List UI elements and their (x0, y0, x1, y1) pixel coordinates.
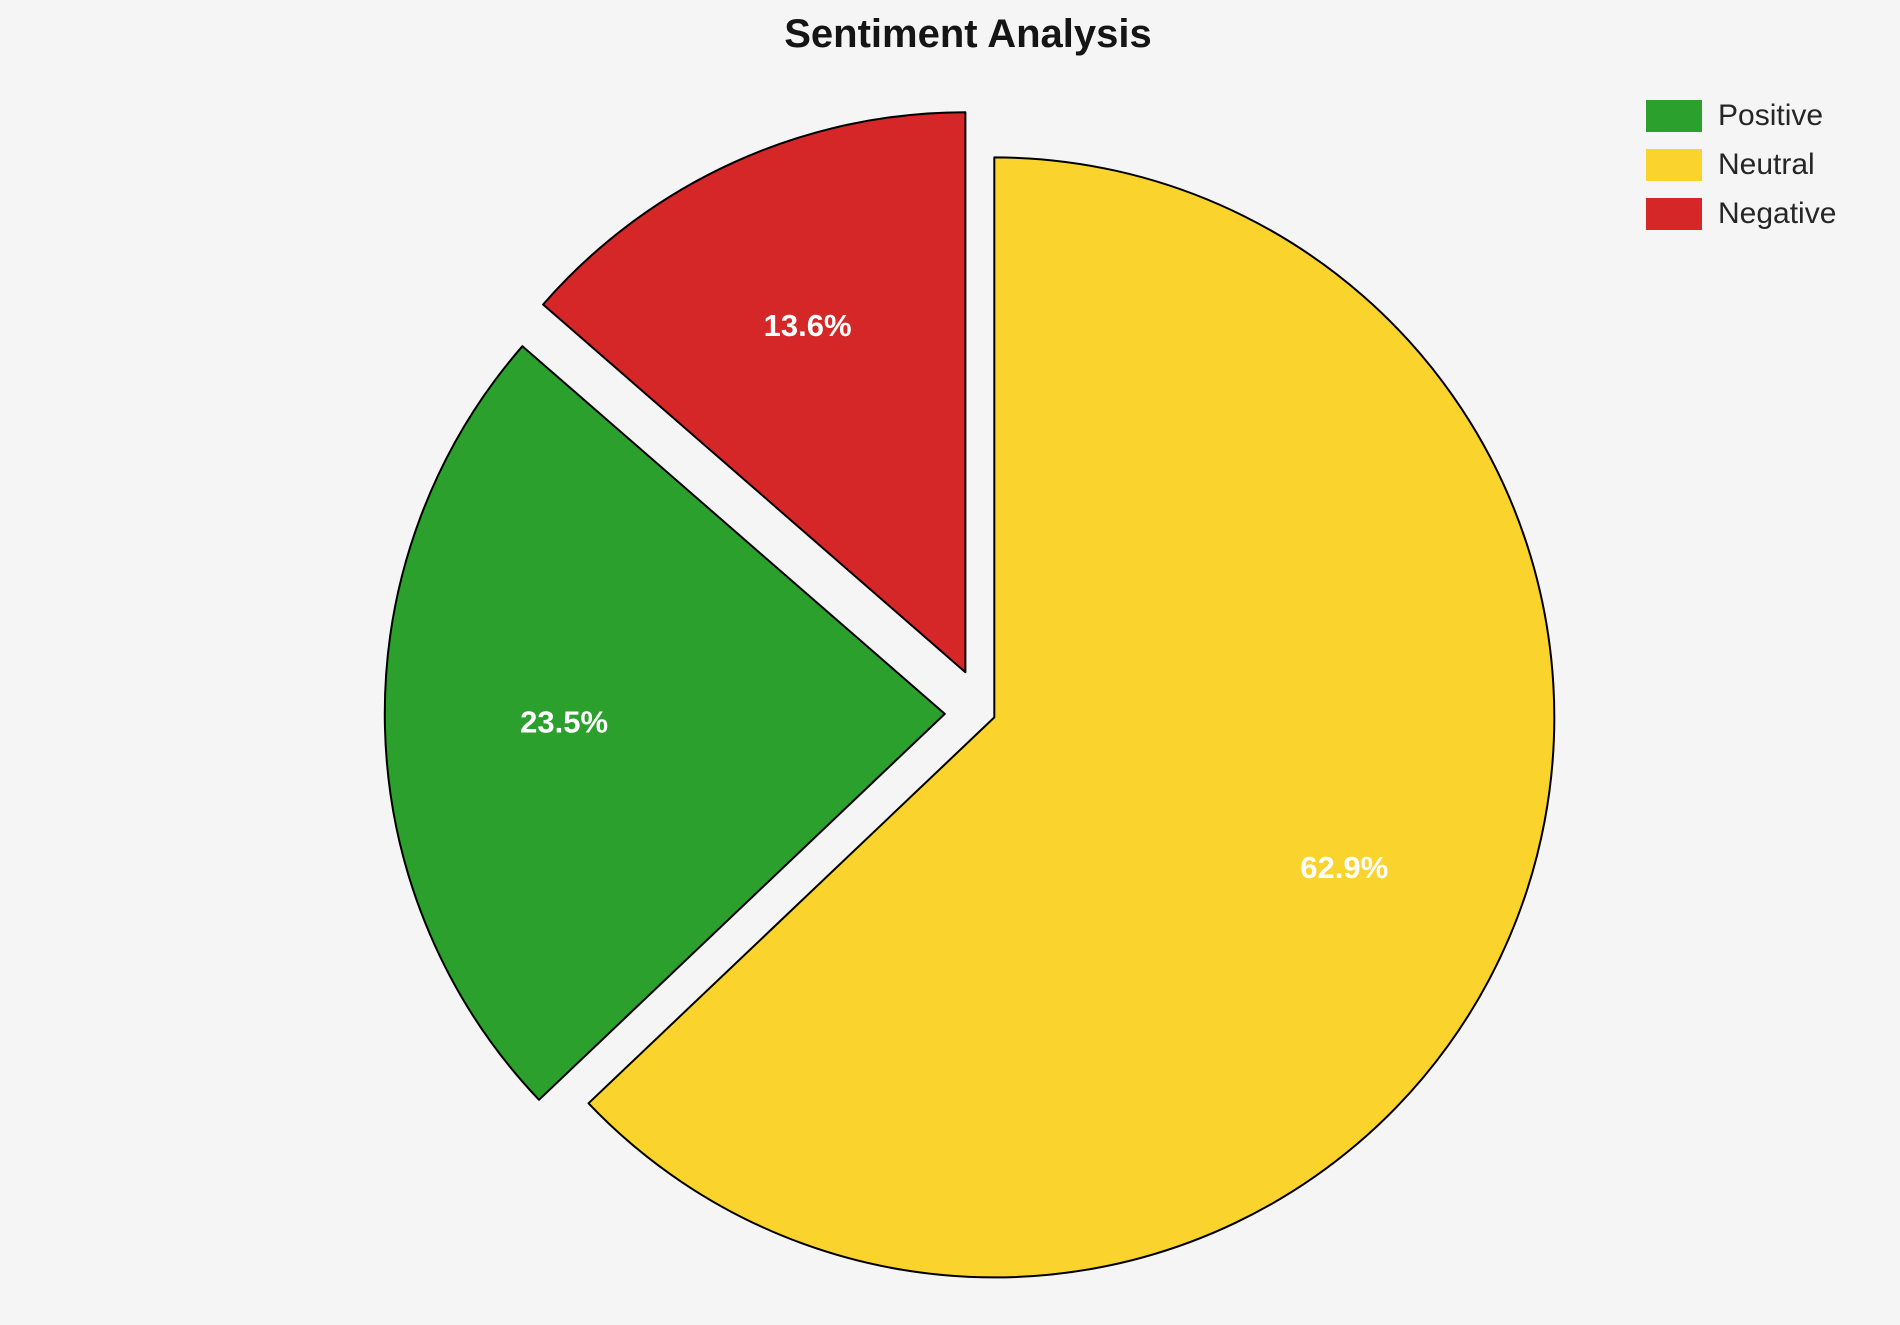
pie-slice-neutral (587, 156, 1556, 1279)
legend-label-positive: Positive (1718, 99, 1824, 132)
legend-swatch-positive (1646, 100, 1702, 132)
pie-slice-positive (383, 345, 946, 1101)
pct-label-negative: 13.6% (764, 308, 852, 343)
legend: Positive Neutral Negative (1646, 100, 1836, 230)
legend-label-neutral: Neutral (1718, 148, 1815, 181)
chart-title: Sentiment Analysis (784, 12, 1152, 56)
pie-slice-negative (542, 111, 967, 674)
pct-label-neutral: 62.9% (1300, 850, 1388, 885)
legend-item-positive: Positive (1646, 100, 1836, 132)
pct-label-positive: 23.5% (520, 705, 608, 740)
legend-item-negative: Negative (1646, 198, 1836, 230)
legend-item-neutral: Neutral (1646, 149, 1836, 181)
legend-swatch-neutral (1646, 149, 1702, 181)
legend-label-negative: Negative (1718, 197, 1837, 230)
legend-swatch-negative (1646, 198, 1702, 230)
